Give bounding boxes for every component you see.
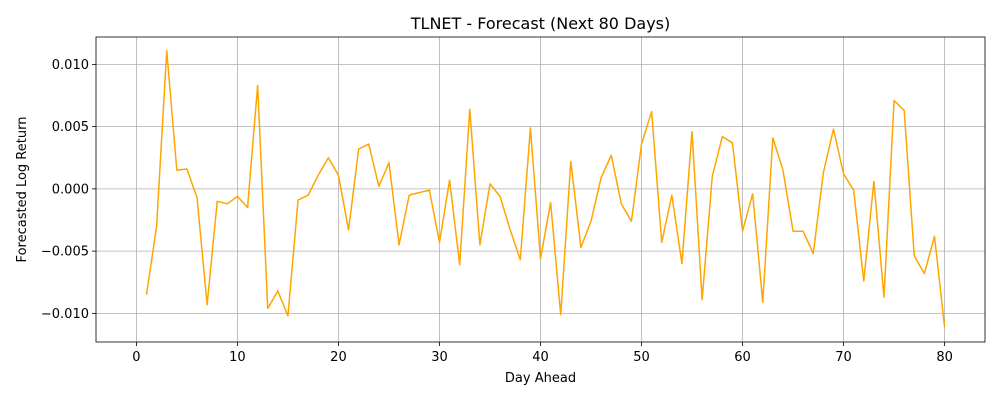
x-tick-label: 30 (431, 350, 448, 365)
x-tick-label: 20 (330, 350, 347, 365)
x-tick-label: 50 (633, 350, 650, 365)
x-tick-label: 40 (532, 350, 549, 365)
grid (96, 37, 985, 342)
forecast-series-line (145, 49, 946, 328)
y-tick-label: 0.000 (52, 182, 89, 197)
x-axis-title: Day Ahead (505, 371, 576, 386)
ticks: 0 10 20 30 40 50 60 70 80 −0.010 −0.005 0.000 0.005 0… (41, 58, 953, 365)
series-layer (145, 49, 946, 328)
y-tick-label: −0.005 (41, 245, 89, 260)
y-axis-title: Forecasted Log Return (15, 117, 30, 263)
y-tick-label: 0.010 (52, 58, 89, 73)
x-tick-label: 80 (936, 350, 953, 365)
y-tick-label: −0.010 (41, 307, 89, 322)
x-tick-label: 70 (835, 350, 852, 365)
y-tick-label: 0.005 (52, 120, 89, 135)
chart-title: TLNET - Forecast (Next 80 Days) (410, 14, 671, 33)
x-tick-label: 10 (229, 350, 246, 365)
x-tick-label: 60 (734, 350, 751, 365)
x-tick-label: 0 (132, 350, 140, 365)
